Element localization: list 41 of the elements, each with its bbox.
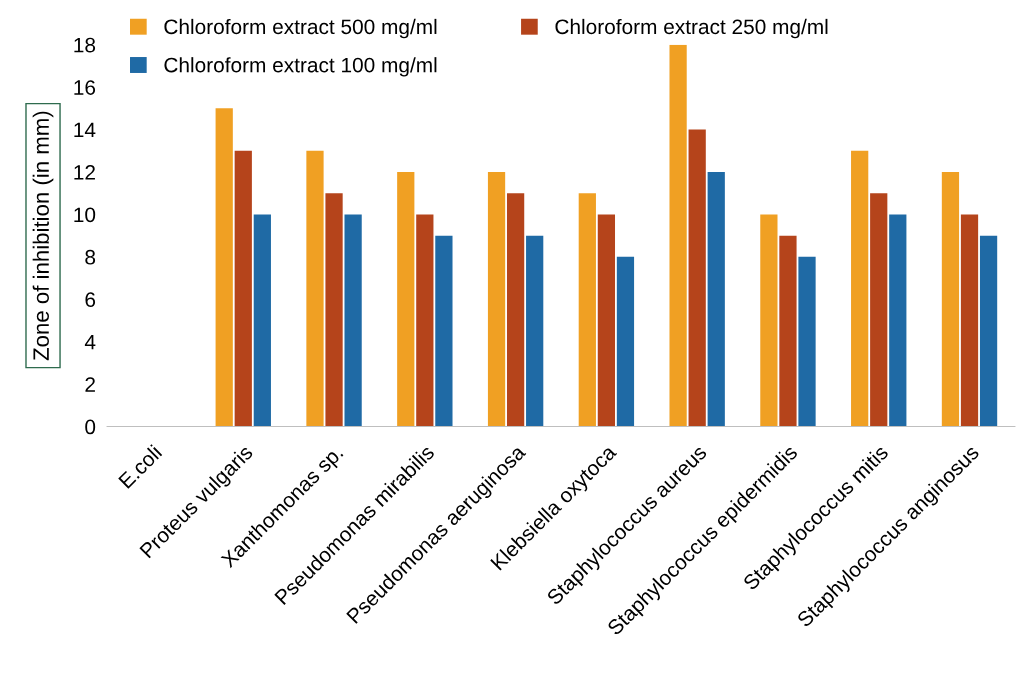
bar <box>487 172 506 427</box>
bar <box>416 214 434 427</box>
bar <box>506 193 525 427</box>
y-tick-label: 12 <box>74 165 95 180</box>
bar <box>870 193 888 427</box>
legend-label: Chloroform extract 100 mg/ml <box>164 57 437 77</box>
bar <box>344 214 362 427</box>
y-tick-label: 4 <box>84 334 96 350</box>
bar <box>578 193 596 427</box>
bar <box>707 172 725 427</box>
bar <box>889 214 907 427</box>
y-tick-label: 2 <box>85 377 95 392</box>
bar <box>851 150 869 427</box>
bar <box>306 150 324 427</box>
y-tick-label: 18 <box>74 37 96 53</box>
bar <box>669 44 687 427</box>
bar <box>253 214 271 427</box>
bar <box>526 235 544 427</box>
y-tick-label: 16 <box>74 80 96 95</box>
bar <box>760 214 778 427</box>
bar <box>616 256 635 427</box>
bar <box>215 108 233 427</box>
bar <box>435 235 453 427</box>
bar <box>779 235 797 427</box>
y-tick-label: 14 <box>74 122 96 138</box>
legend-label: Chloroform extract 500 mg/ml <box>164 18 437 39</box>
bar <box>234 150 252 427</box>
bar <box>688 129 706 427</box>
y-tick-label: 10 <box>74 207 96 223</box>
bar <box>798 256 816 427</box>
y-tick-label: 6 <box>85 292 96 308</box>
y-tick-label: 0 <box>85 419 96 435</box>
bar <box>325 193 343 427</box>
bar <box>941 172 960 427</box>
legend-label: Chloroform extract 250 mg/ml <box>555 18 828 39</box>
y-axis-title: Zone of inhibition (in mm) <box>32 111 54 361</box>
bar <box>979 235 998 427</box>
bar <box>597 214 616 427</box>
bar <box>960 214 979 427</box>
bar <box>397 172 415 427</box>
y-tick-label: 8 <box>85 249 96 265</box>
